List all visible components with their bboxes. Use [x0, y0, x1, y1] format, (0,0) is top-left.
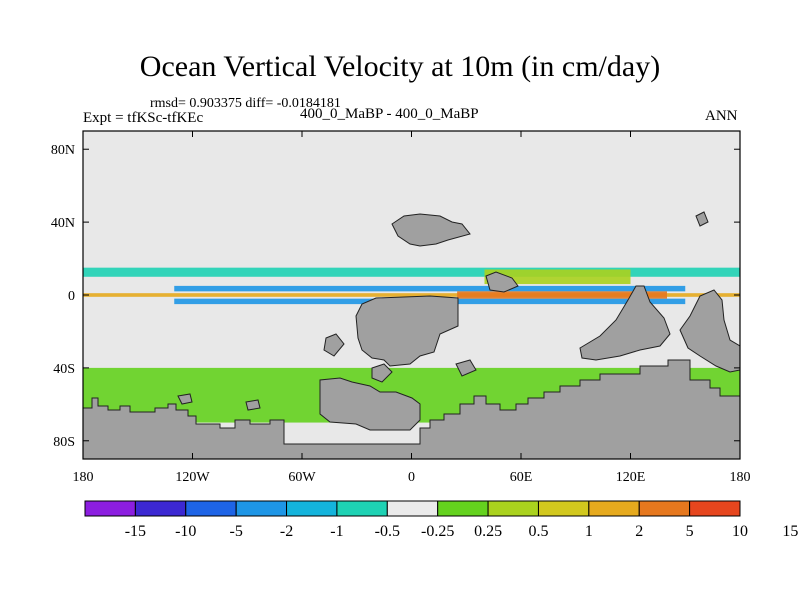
colorbar-label: 0.5 [528, 523, 548, 540]
land-island-3 [177, 393, 193, 405]
colorbar-label: 5 [686, 523, 694, 540]
x-tick-label: 120E [616, 470, 646, 485]
land-australia [579, 285, 671, 361]
colorbar-label: -15 [125, 523, 146, 540]
land-mask [83, 211, 740, 459]
y-tick-label: 40N [51, 216, 75, 231]
field-equatorial-upwelling [83, 293, 740, 297]
land-eurasia-north [391, 213, 471, 247]
land-island-2 [371, 363, 393, 383]
colorbar-label: -1 [330, 523, 343, 540]
season-label: ANN [705, 108, 738, 124]
colorbar-label: -10 [175, 523, 196, 540]
colorbar-label: -5 [229, 523, 242, 540]
colorbar-swatch [286, 500, 338, 517]
colorbar-swatch [537, 500, 590, 517]
land-island-5 [455, 359, 477, 377]
colorbar-swatch [437, 500, 489, 517]
center-label: 400_0_MaBP - 400_0_MaBP [300, 106, 479, 122]
x-tick-label: 180 [73, 470, 94, 485]
field-arabian-sea [484, 269, 631, 285]
colorbar-label: -2 [280, 523, 293, 540]
land-antarctica [83, 359, 740, 459]
colorbar-swatch [386, 500, 439, 517]
land-africa [355, 295, 459, 367]
axes: 180 120W 60W 0 60E 120E 180 80N 40N 0 40S 80S [51, 131, 751, 485]
y-tick-label: 0 [68, 289, 75, 304]
colorbar-label: 15 [782, 523, 798, 540]
y-tick-label: 40S [53, 362, 75, 377]
land-south-block [319, 377, 421, 431]
chart-title: Ocean Vertical Velocity at 10m (in cm/da… [139, 50, 661, 83]
land-island-4 [245, 399, 261, 411]
x-tick-label: 0 [408, 470, 415, 485]
map-area [83, 131, 740, 459]
colorbar-swatch [235, 500, 288, 517]
y-tick-label: 80N [51, 143, 75, 158]
colorbar-swatch [84, 500, 136, 517]
colorbar-swatch [336, 500, 388, 517]
colorbar-label: -0.5 [375, 523, 400, 540]
land-pacific-east [679, 289, 740, 373]
land-asia-east [485, 271, 519, 293]
y-tick-label: 80S [53, 435, 75, 450]
colorbar: -15 -10 -5 -2 -1 -0.5 -0.25 0.25 0.5 1 2 5 10 15 [84, 500, 798, 540]
field-indian-ocean-cell [457, 291, 667, 299]
experiment-label: Expt = tfKSc-tfKEc [83, 110, 204, 126]
colorbar-swatch [487, 500, 539, 517]
colorbar-swatch [689, 500, 741, 517]
colorbar-swatch [588, 500, 640, 517]
stats-label: rmsd= 0.903375 diff= -0.0184181 [150, 96, 341, 111]
land-island-6 [695, 211, 709, 227]
colorbar-label: -0.25 [421, 523, 454, 540]
colorbar-swatch [185, 500, 237, 517]
colorbar-swatch [134, 500, 187, 517]
colorbar-label: 2 [635, 523, 643, 540]
land-island-1 [323, 333, 345, 357]
x-tick-label: 60W [288, 470, 316, 485]
colorbar-label: 0.25 [474, 523, 502, 540]
x-tick-label: 60E [510, 470, 533, 485]
x-tick-label: 180 [730, 470, 751, 485]
colorbar-label: 10 [732, 523, 748, 540]
colorbar-swatch [638, 500, 691, 517]
field-north-equatorial-band [83, 267, 740, 277]
colorbar-label: 1 [585, 523, 593, 540]
field-north-downwelling [174, 285, 686, 292]
x-tick-label: 120W [175, 470, 210, 485]
